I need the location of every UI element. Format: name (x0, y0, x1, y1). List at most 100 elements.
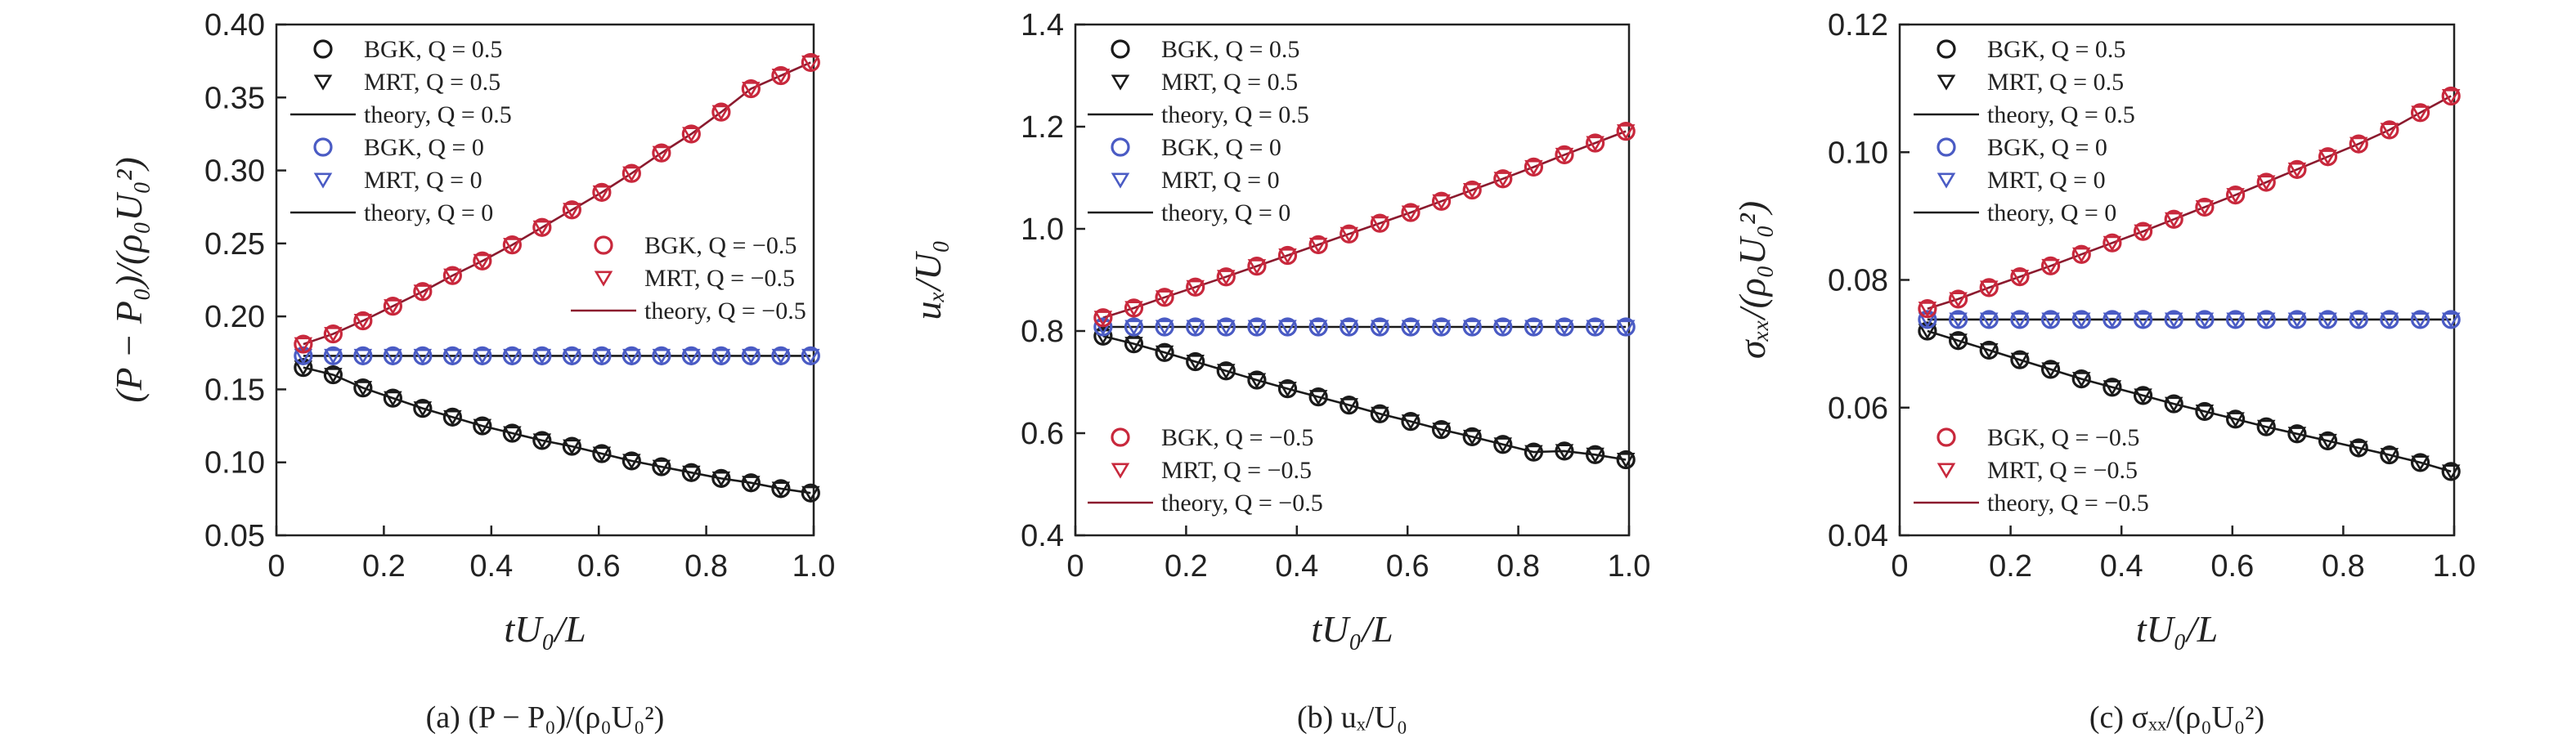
legend-swatch (1936, 74, 1956, 91)
x-tick-label: 0.6 (1386, 549, 1429, 584)
data-point (682, 348, 701, 365)
x-tick-label: 0.8 (1497, 549, 1540, 584)
legend-label: MRT, Q = 0 (1161, 167, 1280, 194)
series-markers-1 (294, 360, 820, 502)
data-point (771, 69, 791, 85)
data-point (1616, 124, 1636, 141)
series-markers-7 (1918, 89, 2461, 318)
data-point (324, 327, 343, 343)
data-point (622, 166, 641, 182)
data-point (771, 348, 791, 365)
legend-entry: BGK, Q = −0.5 (1936, 424, 2139, 451)
data-point (2134, 312, 2152, 329)
data-point (2349, 441, 2368, 457)
chart-panel-a: 0 0.2 0.4 0.6 0.8 1.0 0.05 0.10 0.15 0.20 0.25 0.30… (108, 8, 835, 735)
y-tick-label: 0.25 (204, 227, 265, 262)
data-point (1093, 311, 1113, 327)
legend-label: BGK, Q = 0 (1987, 134, 2107, 161)
y-tick-label: 0.20 (204, 300, 265, 334)
data-point (2318, 433, 2337, 450)
data-point (2441, 312, 2461, 329)
data-point (443, 348, 462, 365)
x-tick-label: 1.0 (1608, 549, 1651, 584)
data-point (1493, 172, 1513, 188)
data-point (2256, 312, 2276, 329)
legend-label: BGK, Q = −0.5 (1161, 424, 1313, 451)
data-point (2380, 312, 2399, 329)
y-tick-label: 0.35 (204, 81, 265, 115)
data-point (1616, 320, 1636, 336)
data-point (1918, 302, 1937, 318)
x-tick-label: 1.0 (2433, 549, 2476, 584)
plot-frame (1074, 23, 1631, 537)
y-tick-label: 0.8 (1021, 315, 1064, 349)
data-point (2411, 105, 2430, 122)
x-tick-label: 0 (267, 549, 285, 584)
data-point (2318, 312, 2337, 329)
legend-swatch (1111, 39, 1130, 59)
legend-entry: BGK, Q = −0.5 (594, 232, 797, 259)
data-point (801, 55, 820, 72)
legend-entry: theory, Q = −0.5 (1088, 490, 1323, 517)
data-point (2411, 455, 2430, 472)
series-markers-7 (294, 55, 820, 353)
data-point (1155, 345, 1174, 361)
y-axis-label: σₓₓ/(ρ₀U₀²) (1731, 201, 1773, 359)
y-tick-label: 0.08 (1828, 264, 1888, 298)
data-point (1093, 320, 1113, 336)
x-tick-label: 0.6 (2210, 549, 2254, 584)
data-point (294, 337, 313, 353)
data-point (592, 446, 612, 463)
legend-label: BGK, Q = 0 (1161, 134, 1281, 161)
data-point (324, 368, 343, 384)
data-point (592, 348, 612, 365)
data-point (384, 348, 402, 365)
x-tick-label: 0.8 (684, 549, 728, 584)
data-point (1124, 320, 1143, 336)
data-point (1493, 320, 1513, 336)
data-point (2164, 212, 2183, 228)
data-point (2103, 312, 2122, 329)
data-point (1616, 452, 1636, 469)
data-point (592, 185, 612, 202)
data-point (2256, 175, 2276, 191)
legend-swatch (313, 74, 333, 91)
data-point (324, 348, 343, 365)
data-point (1371, 216, 1389, 232)
legend-swatch (594, 235, 613, 255)
legend-label: MRT, Q = 0 (364, 167, 482, 194)
data-point (413, 348, 433, 365)
data-point (2226, 312, 2245, 329)
data-point (532, 348, 552, 365)
data-point (2195, 312, 2215, 329)
legend-entry: BGK, Q = 0 (1111, 134, 1281, 161)
legend-entry: BGK, Q = 0.5 (1111, 36, 1299, 63)
x-tick-label: 0.4 (1275, 549, 1318, 584)
legend-swatch (1111, 463, 1130, 479)
legend-entry: BGK, Q = 0.5 (313, 36, 502, 63)
legend-label: BGK, Q = 0.5 (1987, 36, 2125, 63)
legend-label: BGK, Q = 0.5 (364, 36, 502, 63)
data-point (1340, 226, 1358, 243)
data-point (1524, 445, 1543, 461)
legend-swatch (1936, 39, 1956, 59)
data-point (563, 203, 581, 219)
data-point (1247, 373, 1267, 389)
legend-swatch (1111, 172, 1130, 189)
data-point (1462, 429, 1482, 446)
data-point (1979, 342, 1999, 360)
data-point (2010, 312, 2030, 329)
data-point (353, 381, 373, 397)
legend-entry: BGK, Q = 0 (1936, 134, 2107, 161)
data-point (563, 439, 581, 455)
data-point (1371, 406, 1389, 423)
legend-entry: theory, Q = 0.5 (1088, 101, 1309, 128)
data-point (742, 348, 761, 365)
legend-entry: MRT, Q = 0.5 (1936, 69, 2124, 96)
x-axis-label: tU₀/L (504, 608, 586, 650)
data-point (1555, 444, 1574, 460)
y-tick-label: 1.0 (1021, 212, 1064, 247)
y-tick-label: 0.15 (204, 373, 265, 407)
y-tick-label: 0.40 (204, 8, 265, 42)
